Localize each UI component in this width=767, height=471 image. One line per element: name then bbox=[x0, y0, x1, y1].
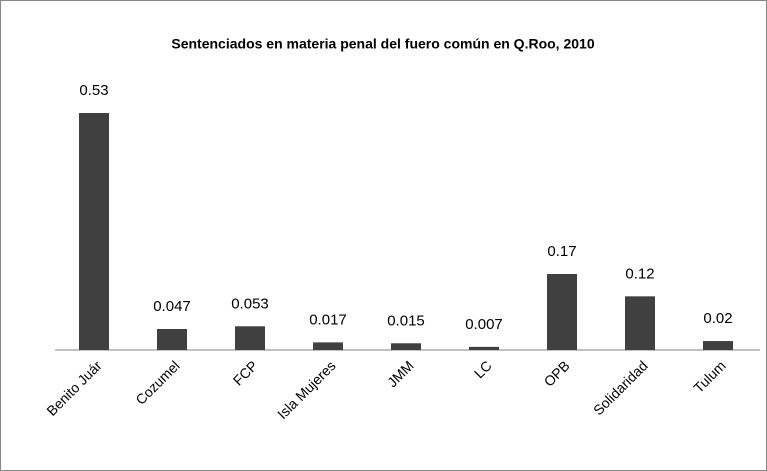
bar bbox=[235, 326, 265, 350]
data-label: 0.12 bbox=[625, 265, 654, 282]
data-label: 0.007 bbox=[465, 316, 503, 333]
bar bbox=[703, 341, 733, 350]
bar bbox=[79, 113, 109, 350]
data-label: 0.02 bbox=[703, 310, 732, 327]
bar bbox=[157, 328, 187, 350]
chart-title: Sentenciados en materia penal del fuero … bbox=[171, 36, 594, 52]
data-label: 0.53 bbox=[79, 82, 108, 99]
bar bbox=[391, 343, 421, 350]
data-label: 0.053 bbox=[231, 295, 269, 312]
data-label: 0.17 bbox=[547, 243, 576, 260]
data-label: 0.017 bbox=[309, 311, 347, 328]
bar bbox=[469, 346, 499, 350]
bar bbox=[547, 273, 577, 350]
bar bbox=[313, 342, 343, 350]
data-label: 0.015 bbox=[387, 312, 425, 329]
bar bbox=[625, 296, 655, 350]
data-label: 0.047 bbox=[153, 298, 191, 315]
